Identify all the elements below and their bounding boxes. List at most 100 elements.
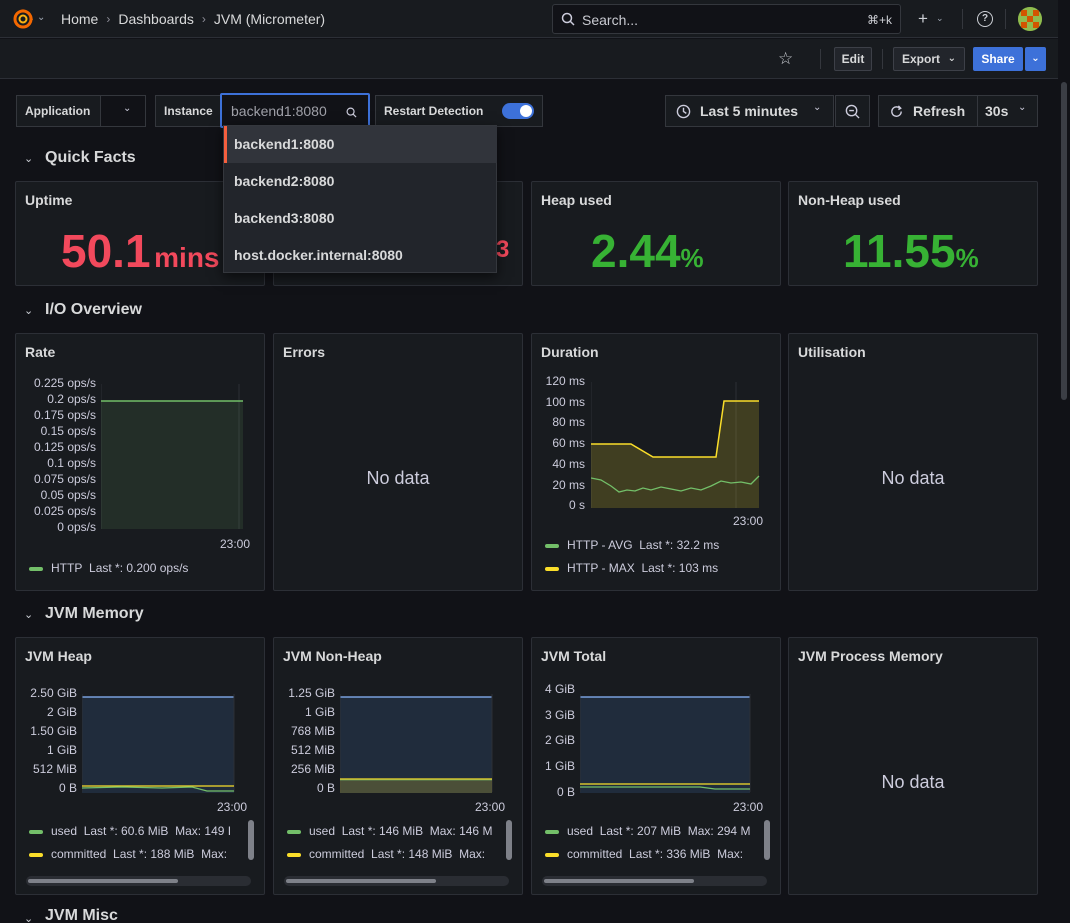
nonheap-x-tick: 23:00 [475, 800, 506, 814]
chevron-right-icon: › [106, 12, 111, 26]
panel-jvm-heap[interactable]: JVM Heap 2.50 GiB 2 GiB 1.50 GiB 1 GiB 512 M… [15, 637, 265, 895]
restart-detection-toggle[interactable] [502, 103, 534, 119]
chevron-down-icon[interactable]: ⌄ [37, 12, 46, 23]
legend-item[interactable]: HTTP - MAX Last *: 103 ms [545, 561, 718, 575]
chevron-right-icon: › [201, 12, 206, 26]
panel-rate[interactable]: Rate 0.225 ops/s 0.2 ops/s 0.175 ops/s 0.15… [15, 333, 265, 591]
y-axis-tick: 2 GiB [46, 705, 77, 719]
legend-name: HTTP [51, 561, 83, 575]
time-range-label: Last 5 minutes [700, 103, 799, 119]
legend-item[interactable]: committed Last *: 336 MiB Max: [545, 847, 743, 861]
add-new-icon[interactable]: + [918, 9, 928, 28]
panel-title: Non-Heap used [798, 192, 901, 208]
zoom-out-button[interactable] [835, 95, 870, 127]
page-scrollbar[interactable] [1058, 0, 1070, 923]
panel-title: Utilisation [798, 344, 866, 360]
y-axis-tick: 4 GiB [544, 682, 575, 696]
legend-item[interactable]: HTTP - AVG Last *: 32.2 ms [545, 538, 719, 552]
legend-item[interactable]: used Last *: 207 MiB Max: 294 M [545, 824, 750, 838]
legend-name: used [51, 824, 78, 838]
legend-scrollbar[interactable] [506, 820, 512, 860]
breadcrumb-home[interactable]: Home [61, 11, 99, 27]
chevron-down-icon[interactable]: ⌄ [24, 609, 34, 621]
rate-x-tick: 23:00 [220, 537, 251, 551]
variable-application-select[interactable]: ⌄ [100, 95, 146, 127]
panel-duration[interactable]: Duration 120 ms 100 ms 80 ms 60 ms 40 ms 20 m… [531, 333, 781, 591]
panel-title: Heap used [541, 192, 612, 208]
y-axis-tick: 0 B [316, 781, 335, 795]
search-input[interactable]: Search... ⌘+k [552, 4, 901, 34]
share-button[interactable]: Share [973, 47, 1023, 71]
star-icon[interactable]: ☆ [778, 49, 794, 68]
legend-swatch [287, 852, 301, 857]
edit-button[interactable]: Edit [834, 47, 872, 71]
y-axis-tick: 0 ops/s [57, 520, 96, 534]
legend-scrollbar[interactable] [248, 820, 254, 860]
refresh-interval-label: 30s [985, 103, 1009, 119]
chevron-down-icon[interactable]: ⌄ [24, 305, 34, 317]
y-axis-tick: 40 ms [552, 456, 585, 471]
avatar[interactable] [1018, 7, 1042, 31]
refresh-button[interactable]: Refresh [878, 95, 978, 127]
legend-name: used [309, 824, 336, 838]
uptime-unit: mins [154, 242, 220, 273]
legend-max: Max: 149 I [175, 824, 232, 838]
restart-detection-label: Restart Detection [384, 104, 484, 118]
legend-hscrollbar[interactable] [26, 876, 251, 886]
nonheap-chart [340, 694, 493, 793]
y-axis-tick: 1.50 GiB [30, 724, 77, 738]
legend-scrollbar[interactable] [764, 820, 770, 860]
export-button[interactable]: Export ⌄ [893, 47, 965, 71]
panel-heap-used[interactable]: Heap used 2.44% [531, 181, 781, 286]
heap-used-value: 2.44 [591, 225, 681, 277]
row-quick-facts[interactable]: Quick Facts [45, 149, 136, 166]
y-axis-tick: 80 ms [552, 415, 585, 430]
refresh-icon [891, 105, 902, 117]
dropdown-option[interactable]: backend2:8080 [234, 173, 335, 189]
legend-item[interactable]: HTTP Last *: 0.200 ops/s [29, 561, 188, 575]
breadcrumb: Home › Dashboards › JVM (Micrometer) [61, 11, 325, 27]
dropdown-option[interactable]: host.docker.internal:8080 [234, 247, 403, 263]
panel-jvm-nonheap[interactable]: JVM Non-Heap 1.25 GiB 1 GiB 768 MiB 512 MiB… [273, 637, 523, 895]
clock-icon [676, 104, 691, 119]
row-io-overview[interactable]: I/O Overview [45, 301, 142, 318]
panel-nonheap-used[interactable]: Non-Heap used 11.55% [788, 181, 1038, 286]
legend-swatch [287, 829, 301, 834]
export-label: Export [902, 52, 941, 66]
refresh-interval-picker[interactable]: 30s ⌄ [977, 95, 1038, 127]
y-axis-tick: 60 ms [552, 436, 585, 451]
grafana-logo-icon[interactable] [12, 8, 34, 30]
dashboard-toolbar: ☆ Edit Export ⌄ Share ⌄ [0, 39, 1070, 79]
dropdown-option[interactable]: backend3:8080 [234, 210, 335, 226]
legend-item[interactable]: used Last *: 60.6 MiB Max: 149 I [29, 824, 231, 838]
legend-hscrollbar[interactable] [542, 876, 767, 886]
legend-swatch [545, 566, 559, 571]
legend-item[interactable]: used Last *: 146 MiB Max: 146 M [287, 824, 492, 838]
time-range-picker[interactable]: Last 5 minutes ⌄ [665, 95, 834, 127]
breadcrumb-dashboards[interactable]: Dashboards [118, 11, 194, 27]
chevron-down-icon[interactable]: ⌄ [936, 13, 944, 23]
chevron-down-icon[interactable]: ⌄ [24, 913, 34, 923]
legend-item[interactable]: committed Last *: 188 MiB Max: [29, 847, 227, 861]
chevron-down-icon[interactable]: ⌄ [24, 153, 34, 165]
help-icon[interactable]: ? [977, 11, 993, 27]
row-jvm-misc[interactable]: JVM Misc [45, 907, 118, 923]
heap-used-stat: 2.44% [591, 224, 704, 278]
panel-jvm-process-memory[interactable]: JVM Process Memory No data [788, 637, 1038, 895]
panel-title: Duration [541, 344, 599, 360]
share-menu-button[interactable]: ⌄ [1025, 47, 1046, 71]
legend-last: Last *: 336 MiB [629, 847, 711, 861]
panel-jvm-total[interactable]: JVM Total 4 GiB 3 GiB 2 GiB 1 GiB 0 B 23:00 … [531, 637, 781, 895]
legend-last: Last *: 207 MiB [599, 824, 682, 838]
legend-item[interactable]: committed Last *: 148 MiB Max: [287, 847, 485, 861]
panel-errors[interactable]: Errors No data [273, 333, 523, 591]
chevron-down-icon: ⌄ [947, 53, 956, 64]
dropdown-option[interactable]: backend1:8080 [224, 126, 497, 163]
y-axis-tick: 2 GiB [544, 733, 575, 748]
panel-utilisation[interactable]: Utilisation No data [788, 333, 1038, 591]
legend-swatch [29, 829, 43, 834]
instance-input[interactable]: backend1:8080 [220, 93, 370, 128]
row-jvm-memory[interactable]: JVM Memory [45, 605, 144, 622]
no-data-message: No data [881, 468, 945, 488]
legend-hscrollbar[interactable] [284, 876, 509, 886]
